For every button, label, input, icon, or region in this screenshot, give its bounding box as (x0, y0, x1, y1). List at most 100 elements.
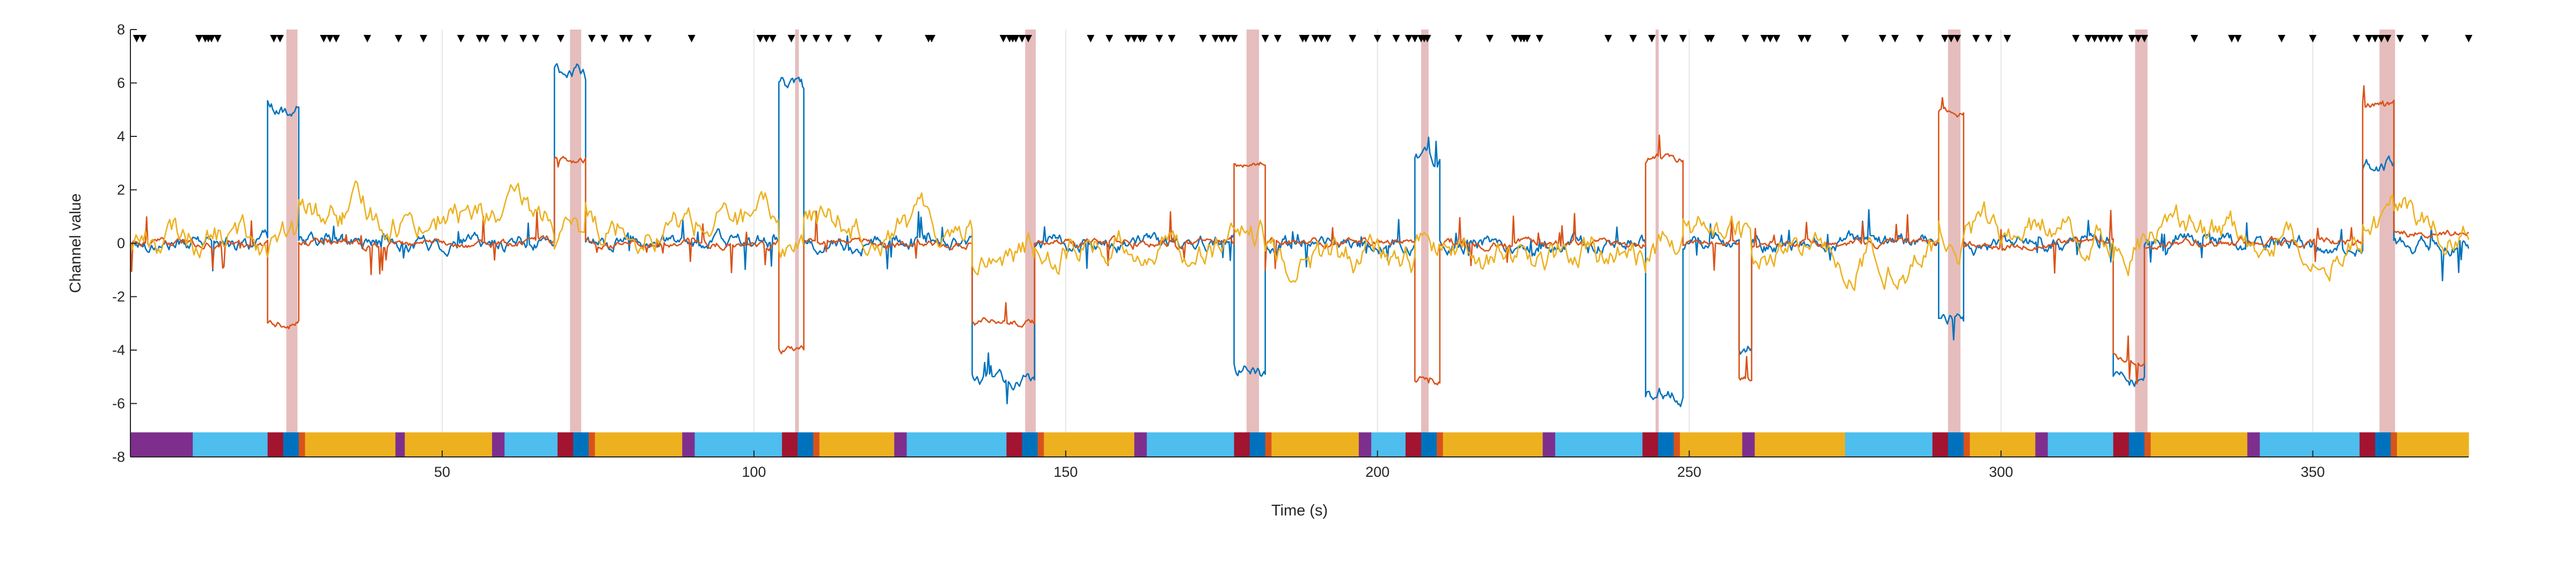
state-segment (813, 432, 820, 457)
state-segment (573, 432, 589, 457)
event-marker (2134, 35, 2142, 42)
event-marker (195, 35, 203, 42)
state-segment (1845, 432, 1933, 457)
event-marker (2309, 35, 2317, 42)
event-marker (1985, 35, 1993, 42)
state-segment (405, 432, 493, 457)
event-marker (1941, 35, 1949, 42)
event-marker (214, 35, 222, 42)
state-segment (2150, 432, 2248, 457)
event-marker (2371, 35, 2379, 42)
state-segment (504, 432, 558, 457)
event-marker (2352, 35, 2360, 42)
state-segment (1006, 432, 1022, 457)
event-marker (1972, 35, 1980, 42)
event-marker (2090, 35, 2098, 42)
event-marker (276, 35, 284, 42)
event-marker (763, 35, 771, 42)
event-marker (1535, 35, 1543, 42)
event-marker (1155, 35, 1163, 42)
state-segment (588, 432, 596, 457)
event-marker (1797, 35, 1805, 42)
event-marker (2365, 35, 2373, 42)
event-marker (601, 35, 609, 42)
event-marker (1168, 35, 1176, 42)
event-marker (1511, 35, 1519, 42)
event-marker (332, 35, 340, 42)
event-marker (1660, 35, 1668, 42)
y-tick-label: -2 (112, 289, 125, 305)
event-marker (1916, 35, 1924, 42)
event-marker (1760, 35, 1768, 42)
event-marker (1024, 35, 1033, 42)
event-marker (1106, 35, 1114, 42)
event-marker (1012, 35, 1020, 42)
x-tick-label: 200 (1365, 464, 1389, 480)
event-marker (1804, 35, 1812, 42)
state-segment (906, 432, 1007, 457)
event-marker (420, 35, 428, 42)
event-band (570, 30, 582, 457)
event-marker (1947, 35, 1955, 42)
y-tick-label: 6 (117, 75, 125, 91)
state-segment (1555, 432, 1643, 457)
state-segment (2128, 432, 2145, 457)
y-tick-label: 8 (117, 21, 125, 38)
event-marker (1392, 35, 1400, 42)
event-marker (1199, 35, 1207, 42)
state-segment (819, 432, 895, 457)
state-segment (1932, 432, 1949, 457)
y-tick-label: -8 (112, 449, 125, 465)
event-marker (557, 35, 565, 42)
event-marker (927, 35, 935, 42)
series-line-channel_3 (129, 180, 2470, 292)
state-segment (2144, 432, 2151, 457)
event-marker (1878, 35, 1886, 42)
state-segment (2390, 432, 2397, 457)
event-marker (1373, 35, 1381, 42)
event-marker (2190, 35, 2198, 42)
event-marker (1140, 35, 1148, 42)
event-marker (813, 35, 821, 42)
state-segment (557, 432, 574, 457)
y-tick-label: -6 (112, 396, 125, 412)
event-marker (1230, 35, 1238, 42)
state-segment (1265, 432, 1272, 457)
event-marker (2097, 35, 2105, 42)
event-marker (825, 35, 833, 42)
event-marker (1679, 35, 1687, 42)
event-marker (1604, 35, 1612, 42)
state-segment (1963, 432, 1971, 457)
state-segment (682, 432, 695, 457)
state-segment (1742, 432, 1755, 457)
event-marker (1261, 35, 1269, 42)
state-segment (1146, 432, 1235, 457)
state-segment (1421, 432, 1437, 457)
event-marker (1318, 35, 1326, 42)
event-marker (1311, 35, 1319, 42)
event-marker (208, 35, 216, 42)
state-segment (2375, 432, 2391, 457)
event-marker (1349, 35, 1357, 42)
state-segment (193, 432, 268, 457)
event-marker (2109, 35, 2117, 42)
event-marker (1124, 35, 1132, 42)
event-bands (286, 30, 2395, 457)
event-marker (2465, 35, 2472, 42)
event-marker (501, 35, 509, 42)
event-marker (644, 35, 652, 42)
state-segment (298, 432, 305, 457)
event-marker (1404, 35, 1413, 42)
event-marker (133, 35, 141, 42)
state-segment (1249, 432, 1266, 457)
state-segment (1443, 432, 1543, 457)
state-segment (1134, 432, 1147, 457)
event-marker (394, 35, 402, 42)
state-segment (1271, 432, 1359, 457)
state-segment (2359, 432, 2376, 457)
event-marker (519, 35, 527, 42)
event-marker (2383, 35, 2391, 42)
event-marker (1629, 35, 1637, 42)
event-marker (2116, 35, 2124, 42)
state-segment (1542, 432, 1556, 457)
